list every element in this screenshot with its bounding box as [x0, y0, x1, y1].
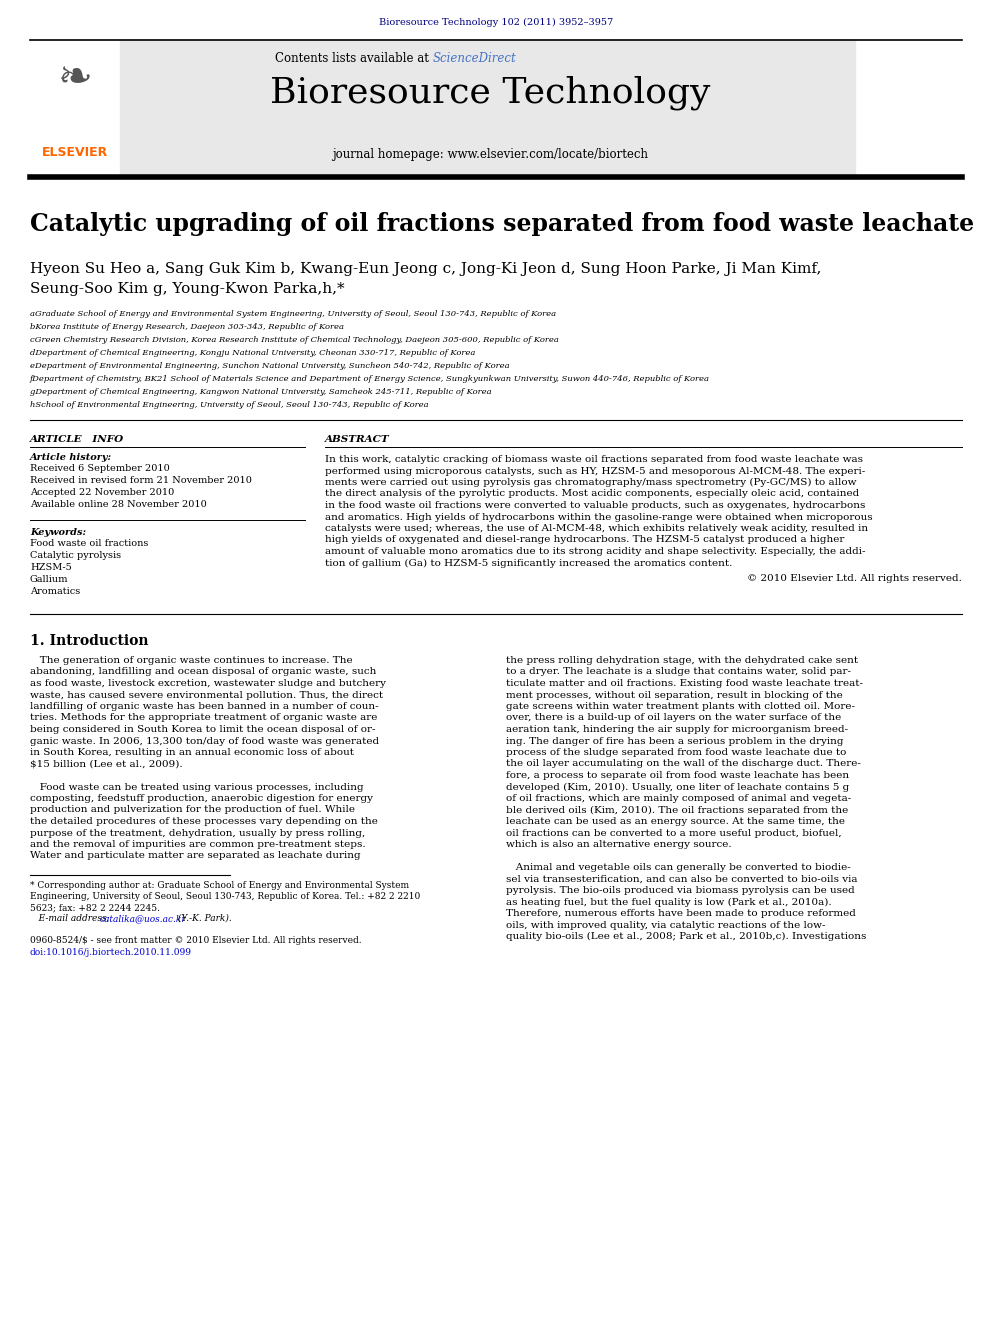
- Text: doi:10.1016/j.biortech.2010.11.099: doi:10.1016/j.biortech.2010.11.099: [30, 949, 192, 957]
- Text: BIORESOURCE: BIORESOURCE: [882, 58, 942, 66]
- Text: 5623; fax: +82 2 2244 2245.: 5623; fax: +82 2 2244 2245.: [30, 904, 160, 912]
- Text: leachate can be used as an energy source. At the same time, the: leachate can be used as an energy source…: [506, 818, 845, 826]
- Text: the press rolling dehydration stage, with the dehydrated cake sent: the press rolling dehydration stage, wit…: [506, 656, 858, 665]
- Text: fore, a process to separate oil from food waste leachate has been: fore, a process to separate oil from foo…: [506, 771, 849, 781]
- Text: ment processes, without oil separation, result in blocking of the: ment processes, without oil separation, …: [506, 691, 843, 700]
- Text: being considered in South Korea to limit the ocean disposal of or-: being considered in South Korea to limit…: [30, 725, 376, 734]
- Text: Contents lists available at: Contents lists available at: [276, 52, 433, 65]
- Text: Seung-Soo Kim g, Young-Kwon Parka,h,*: Seung-Soo Kim g, Young-Kwon Parka,h,*: [30, 282, 344, 296]
- Text: hSchool of Environmental Engineering, University of Seoul, Seoul 130-743, Republ: hSchool of Environmental Engineering, Un…: [30, 401, 429, 409]
- Text: the detailed procedures of these processes vary depending on the: the detailed procedures of these process…: [30, 818, 378, 826]
- Text: gate screens within water treatment plants with clotted oil. More-: gate screens within water treatment plan…: [506, 703, 855, 710]
- Text: © 2010 Elsevier Ltd. All rights reserved.: © 2010 Elsevier Ltd. All rights reserved…: [747, 574, 962, 583]
- Text: catalika@uos.ac.kr: catalika@uos.ac.kr: [100, 914, 186, 923]
- Text: Available online 28 November 2010: Available online 28 November 2010: [30, 500, 206, 509]
- Text: ELSEVIER: ELSEVIER: [42, 146, 108, 159]
- Text: and the removal of impurities are common pre-treatment steps.: and the removal of impurities are common…: [30, 840, 366, 849]
- Text: sel via transesterification, and can also be converted to bio-oils via: sel via transesterification, and can als…: [506, 875, 857, 884]
- Text: 0960-8524/$ - see front matter © 2010 Elsevier Ltd. All rights reserved.: 0960-8524/$ - see front matter © 2010 El…: [30, 935, 362, 945]
- Text: amount of valuable mono aromatics due to its strong acidity and shape selectivit: amount of valuable mono aromatics due to…: [325, 546, 865, 556]
- Text: gDepartment of Chemical Engineering, Kangwon National University, Samcheok 245-7: gDepartment of Chemical Engineering, Kan…: [30, 388, 492, 396]
- Text: to a dryer. The leachate is a sludge that contains water, solid par-: to a dryer. The leachate is a sludge tha…: [506, 668, 851, 676]
- Text: bKorea Institute of Energy Research, Daejeon 303-343, Republic of Korea: bKorea Institute of Energy Research, Dae…: [30, 323, 344, 331]
- Text: tion of gallium (Ga) to HZSM-5 significantly increased the aromatics content.: tion of gallium (Ga) to HZSM-5 significa…: [325, 558, 732, 568]
- Text: Article history:: Article history:: [30, 452, 112, 462]
- Text: 1. Introduction: 1. Introduction: [30, 634, 149, 648]
- Text: Food waste can be treated using various processes, including: Food waste can be treated using various …: [30, 782, 364, 791]
- Text: Aromatics: Aromatics: [30, 587, 80, 595]
- Text: In this work, catalytic cracking of biomass waste oil fractions separated from f: In this work, catalytic cracking of biom…: [325, 455, 863, 464]
- Text: catalysts were used; whereas, the use of Al-MCM-48, which exhibits relatively we: catalysts were used; whereas, the use of…: [325, 524, 868, 533]
- Text: process of the sludge separated from food waste leachate due to: process of the sludge separated from foo…: [506, 747, 846, 757]
- Text: the direct analysis of the pyrolytic products. Most acidic components, especiall: the direct analysis of the pyrolytic pro…: [325, 490, 859, 499]
- Text: performed using microporous catalysts, such as HY, HZSM-5 and mesoporous Al-MCM-: performed using microporous catalysts, s…: [325, 467, 865, 475]
- Text: TECHNOLOGY: TECHNOLOGY: [883, 70, 941, 79]
- Text: abandoning, landfilling and ocean disposal of organic waste, such: abandoning, landfilling and ocean dispos…: [30, 668, 376, 676]
- Text: aeration tank, hindering the air supply for microorganism breed-: aeration tank, hindering the air supply …: [506, 725, 848, 734]
- Text: Therefore, numerous efforts have been made to produce reformed: Therefore, numerous efforts have been ma…: [506, 909, 856, 918]
- Text: quality bio-oils (Lee et al., 2008; Park et al., 2010b,c). Investigations: quality bio-oils (Lee et al., 2008; Park…: [506, 931, 866, 941]
- Text: which is also an alternative energy source.: which is also an alternative energy sour…: [506, 840, 732, 849]
- Text: pyrolysis. The bio-oils produced via biomass pyrolysis can be used: pyrolysis. The bio-oils produced via bio…: [506, 886, 855, 894]
- Text: Food waste oil fractions: Food waste oil fractions: [30, 538, 149, 548]
- Text: ments were carried out using pyrolysis gas chromatography/mass spectrometry (Py-: ments were carried out using pyrolysis g…: [325, 478, 856, 487]
- Text: oils, with improved quality, via catalytic reactions of the low-: oils, with improved quality, via catalyt…: [506, 921, 825, 930]
- Text: E-mail address:: E-mail address:: [30, 914, 112, 923]
- Text: production and pulverization for the production of fuel. While: production and pulverization for the pro…: [30, 806, 355, 815]
- Text: journal homepage: www.elsevier.com/locate/biortech: journal homepage: www.elsevier.com/locat…: [332, 148, 648, 161]
- Text: developed (Kim, 2010). Usually, one liter of leachate contains 5 g: developed (Kim, 2010). Usually, one lite…: [506, 782, 849, 791]
- Text: Bioresource Technology: Bioresource Technology: [270, 75, 710, 110]
- Text: Gallium: Gallium: [30, 576, 68, 583]
- Text: Hyeon Su Heo a, Sang Guk Kim b, Kwang-Eun Jeong c, Jong-Ki Jeon d, Sung Hoon Par: Hyeon Su Heo a, Sang Guk Kim b, Kwang-Eu…: [30, 262, 821, 277]
- Text: eDepartment of Environmental Engineering, Sunchon National University, Suncheon : eDepartment of Environmental Engineering…: [30, 363, 510, 370]
- Text: waste, has caused severe environmental pollution. Thus, the direct: waste, has caused severe environmental p…: [30, 691, 383, 700]
- Text: fDepartment of Chemistry, BK21 School of Materials Science and Department of Ene: fDepartment of Chemistry, BK21 School of…: [30, 374, 710, 382]
- Text: Water and particulate matter are separated as leachate during: Water and particulate matter are separat…: [30, 852, 361, 860]
- Text: ScienceDirect: ScienceDirect: [433, 52, 517, 65]
- Text: Keywords:: Keywords:: [30, 528, 86, 537]
- Text: and aromatics. High yields of hydrocarbons within the gasoline-range were obtain: and aromatics. High yields of hydrocarbo…: [325, 512, 873, 521]
- Text: $15 billion (Lee et al., 2009).: $15 billion (Lee et al., 2009).: [30, 759, 183, 769]
- Text: Received in revised form 21 November 2010: Received in revised form 21 November 201…: [30, 476, 252, 486]
- Text: as heating fuel, but the fuel quality is low (Park et al., 2010a).: as heating fuel, but the fuel quality is…: [506, 897, 831, 906]
- Text: high yields of oxygenated and diesel-range hydrocarbons. The HZSM-5 catalyst pro: high yields of oxygenated and diesel-ran…: [325, 536, 844, 545]
- Text: of oil fractions, which are mainly composed of animal and vegeta-: of oil fractions, which are mainly compo…: [506, 794, 851, 803]
- Text: ticulate matter and oil fractions. Existing food waste leachate treat-: ticulate matter and oil fractions. Exist…: [506, 679, 863, 688]
- Text: as food waste, livestock excretion, wastewater sludge and butchery: as food waste, livestock excretion, wast…: [30, 679, 386, 688]
- Text: HZSM-5: HZSM-5: [30, 564, 71, 572]
- Text: ing. The danger of fire has been a serious problem in the drying: ing. The danger of fire has been a serio…: [506, 737, 843, 745]
- Text: over, there is a build-up of oil layers on the water surface of the: over, there is a build-up of oil layers …: [506, 713, 841, 722]
- Text: ARTICLE   INFO: ARTICLE INFO: [30, 435, 124, 445]
- Text: (Y.-K. Park).: (Y.-K. Park).: [175, 914, 232, 923]
- Text: Engineering, University of Seoul, Seoul 130-743, Republic of Korea. Tel.: +82 2 : Engineering, University of Seoul, Seoul …: [30, 892, 421, 901]
- Text: the oil layer accumulating on the wall of the discharge duct. There-: the oil layer accumulating on the wall o…: [506, 759, 861, 769]
- Text: Animal and vegetable oils can generally be converted to biodie-: Animal and vegetable oils can generally …: [506, 863, 851, 872]
- Text: dDepartment of Chemical Engineering, Kongju National University, Cheonan 330-717: dDepartment of Chemical Engineering, Kon…: [30, 349, 475, 357]
- Text: ABSTRACT: ABSTRACT: [325, 435, 390, 445]
- Text: in the food waste oil fractions were converted to valuable products, such as oxy: in the food waste oil fractions were con…: [325, 501, 865, 509]
- Text: Catalytic upgrading of oil fractions separated from food waste leachate: Catalytic upgrading of oil fractions sep…: [30, 212, 974, 235]
- Text: ble derived oils (Kim, 2010). The oil fractions separated from the: ble derived oils (Kim, 2010). The oil fr…: [506, 806, 848, 815]
- Text: cGreen Chemistry Research Division, Korea Research Institute of Chemical Technol: cGreen Chemistry Research Division, Kore…: [30, 336, 558, 344]
- Text: ganic waste. In 2006, 13,300 ton/day of food waste was generated: ganic waste. In 2006, 13,300 ton/day of …: [30, 737, 379, 745]
- Text: landfilling of organic waste has been banned in a number of coun-: landfilling of organic waste has been ba…: [30, 703, 379, 710]
- Text: Accepted 22 November 2010: Accepted 22 November 2010: [30, 488, 175, 497]
- Text: ❧: ❧: [58, 57, 92, 99]
- Text: oil fractions can be converted to a more useful product, biofuel,: oil fractions can be converted to a more…: [506, 828, 841, 837]
- Text: in South Korea, resulting in an annual economic loss of about: in South Korea, resulting in an annual e…: [30, 747, 354, 757]
- Text: tries. Methods for the appropriate treatment of organic waste are: tries. Methods for the appropriate treat…: [30, 713, 377, 722]
- Text: The generation of organic waste continues to increase. The: The generation of organic waste continue…: [30, 656, 352, 665]
- Text: * Corresponding author at: Graduate School of Energy and Environmental System: * Corresponding author at: Graduate Scho…: [30, 881, 409, 890]
- Text: aGraduate School of Energy and Environmental System Engineering, University of S: aGraduate School of Energy and Environme…: [30, 310, 557, 318]
- Text: Catalytic pyrolysis: Catalytic pyrolysis: [30, 550, 121, 560]
- Text: Bioresource Technology 102 (2011) 3952–3957: Bioresource Technology 102 (2011) 3952–3…: [379, 19, 613, 28]
- Text: purpose of the treatment, dehydration, usually by press rolling,: purpose of the treatment, dehydration, u…: [30, 828, 365, 837]
- Text: Received 6 September 2010: Received 6 September 2010: [30, 464, 170, 474]
- Text: composting, feedstuff production, anaerobic digestion for energy: composting, feedstuff production, anaero…: [30, 794, 373, 803]
